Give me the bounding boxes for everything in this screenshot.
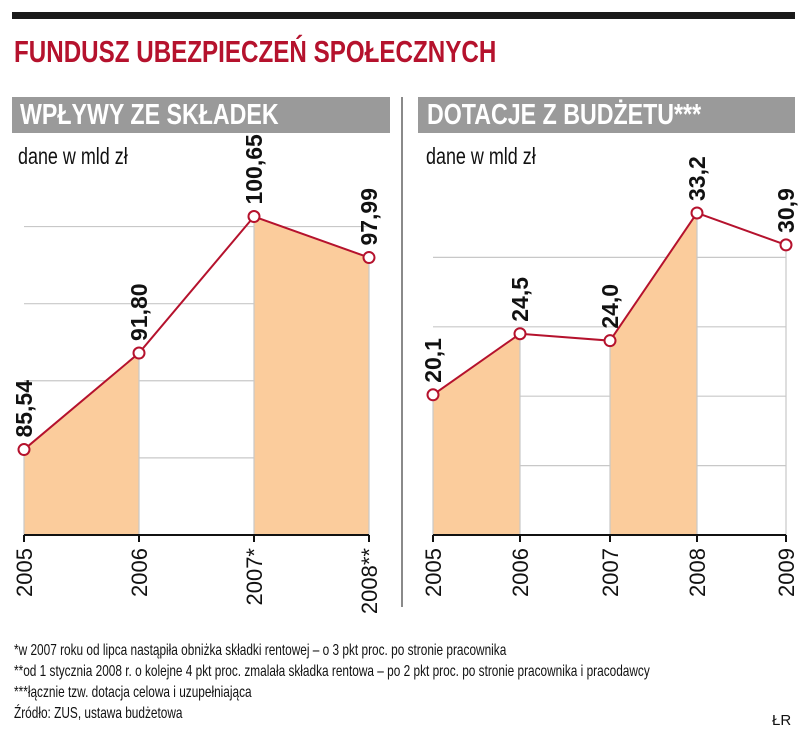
- data-label: 24,0: [597, 284, 623, 329]
- data-point: [132, 346, 146, 360]
- data-label: 30,9: [773, 188, 799, 233]
- data-point: [779, 238, 793, 252]
- panel-divider: [401, 97, 403, 607]
- data-point: [426, 388, 440, 402]
- data-label: 97,99: [356, 188, 382, 246]
- data-label: 24,5: [507, 277, 533, 322]
- x-tick-label: 2008**: [357, 548, 382, 615]
- shaded-area: [610, 212, 697, 535]
- right-chart-title: DOTACJE Z BUDŻETU***: [427, 99, 702, 131]
- left-section-bar: [12, 97, 390, 133]
- source-note: Źródło: ZUS, ustawa budżetowa: [14, 705, 183, 722]
- right-section-bar: [418, 97, 795, 133]
- data-label: 33,2: [684, 156, 710, 201]
- data-label: 91,80: [126, 283, 152, 341]
- author-credit: ŁR: [772, 712, 792, 729]
- left-chart-title: WPŁYWY ZE SKŁADEK: [20, 99, 279, 131]
- left-chart-unit: dane w mld zł: [18, 143, 128, 169]
- data-point: [513, 327, 527, 341]
- data-label: 100,65: [241, 134, 267, 205]
- shaded-area: [24, 353, 139, 535]
- data-point: [247, 210, 261, 224]
- data-point: [690, 206, 704, 220]
- right-chart-unit: dane w mld zł: [426, 143, 536, 169]
- footnote-1: *w 2007 roku od lipca nastąpiła obniżka …: [14, 642, 507, 659]
- data-point: [362, 251, 376, 265]
- shaded-area: [254, 216, 369, 535]
- shaded-area: [433, 333, 520, 535]
- x-tick-label: 2005: [12, 548, 37, 597]
- series-line: [23, 215, 370, 451]
- footnotes: *w 2007 roku od lipca nastąpiła obniżka …: [14, 640, 804, 724]
- footnote-2: **od 1 stycznia 2008 r. o kolejne 4 pkt …: [14, 663, 650, 680]
- x-tick-label: 2006: [508, 548, 533, 597]
- x-tick-label: 2007*: [242, 548, 267, 606]
- x-tick-label: 2005: [421, 548, 446, 597]
- page-title: FUNDUSZ UBEZPIECZEŃ SPOŁECZNYCH: [14, 34, 497, 69]
- data-point: [17, 443, 31, 457]
- data-point: [603, 334, 617, 348]
- top-rule: [12, 12, 795, 19]
- data-label: 85,54: [11, 380, 37, 438]
- x-tick-label: 2008: [685, 548, 710, 597]
- x-tick-label: 2009: [774, 548, 799, 597]
- footnote-3: ***łącznie tzw. dotacja celowa i uzupełn…: [14, 684, 252, 701]
- x-tick-label: 2006: [127, 548, 152, 597]
- data-label: 20,1: [420, 338, 446, 383]
- x-tick-label: 2007: [598, 548, 623, 597]
